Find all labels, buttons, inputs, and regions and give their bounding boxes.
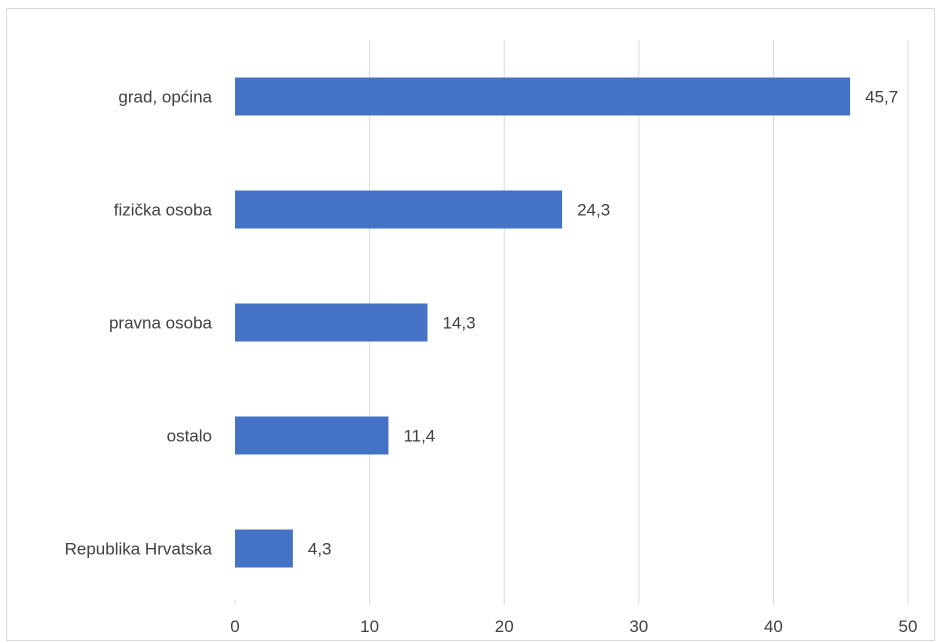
data-label-2: 14,3: [442, 314, 475, 333]
x-tick-label-0: 0: [230, 617, 239, 636]
x-tick-label-10: 10: [360, 617, 379, 636]
category-label-2: pravna osoba: [109, 314, 213, 333]
x-tick-label-50: 50: [899, 617, 918, 636]
category-label-0: grad, općina: [118, 88, 212, 107]
bar-0: [235, 77, 851, 116]
data-label-1: 24,3: [577, 201, 610, 220]
x-tick-labels: 0 10 20 30 40 50: [230, 617, 917, 636]
bar-2: [235, 303, 428, 342]
category-labels: grad, općina fizička osoba pravna osoba ost…: [65, 88, 213, 559]
x-tick-label-30: 30: [629, 617, 648, 636]
bar-1: [235, 190, 563, 229]
category-label-3: ostalo: [167, 427, 212, 446]
data-label-0: 45,7: [865, 88, 898, 107]
gridlines: [234, 40, 909, 605]
x-tick-label-40: 40: [764, 617, 783, 636]
data-label-3: 11,4: [403, 427, 435, 446]
category-label-4: Republika Hrvatska: [65, 540, 213, 559]
x-tick-label-20: 20: [495, 617, 514, 636]
bar-4: [235, 529, 293, 568]
data-label-4: 4,3: [308, 540, 332, 559]
category-label-1: fizička osoba: [114, 201, 213, 220]
bar-3: [235, 416, 389, 455]
bars: [235, 77, 851, 568]
data-labels: 45,7 24,3 14,3 11,4 4,3: [308, 88, 898, 559]
